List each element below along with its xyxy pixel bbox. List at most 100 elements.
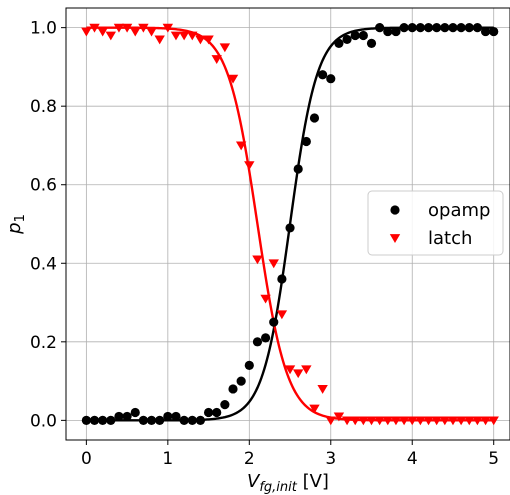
latch-legend-marker — [389, 234, 401, 243]
latch-point — [130, 27, 141, 37]
opamp-point — [309, 113, 320, 123]
opamp-point — [277, 274, 287, 284]
plot-frame — [65, 7, 510, 441]
latch-point — [121, 23, 133, 33]
ticks: 0 1 2 3 4 5 0.0 0.2 0.4 0.6 0.8 1.0 — [30, 19, 499, 469]
opamp-point — [440, 23, 450, 33]
latch-point — [162, 23, 174, 33]
opamp-point — [98, 415, 108, 425]
latch-point — [358, 416, 369, 426]
opamp-point — [252, 337, 263, 347]
opamp-point — [236, 376, 246, 386]
opamp-point — [269, 317, 279, 327]
opamp-point — [89, 415, 100, 425]
latch-point — [447, 416, 459, 426]
opamp-point — [293, 164, 303, 174]
legend-label: opamp — [428, 200, 490, 221]
opamp-point — [212, 407, 222, 418]
x-tick-label: 4 — [407, 449, 418, 469]
opamp-point — [489, 26, 499, 37]
opamp-point — [318, 70, 328, 80]
opamp-point — [106, 415, 116, 425]
latch-point — [374, 416, 385, 426]
x-tick-label: 3 — [325, 449, 336, 469]
opamp-point — [244, 360, 254, 370]
opamp-point — [114, 411, 124, 422]
latch-point — [488, 416, 499, 426]
legend-label: latch — [428, 228, 472, 249]
latch-point — [350, 416, 361, 426]
latch-point — [187, 31, 198, 41]
y-tick-label: 0.0 — [30, 411, 57, 431]
latch-point — [81, 27, 92, 37]
opamp-point — [358, 30, 368, 41]
latch-point — [472, 416, 483, 426]
opamp-point — [171, 411, 181, 422]
opamp-point — [342, 34, 352, 45]
y-tick-label: 0.2 — [30, 333, 57, 353]
latch-point — [203, 35, 214, 45]
latch-point — [317, 385, 328, 394]
latch-point — [268, 259, 279, 269]
opamp-point — [399, 23, 409, 33]
y-tick-label: 0.8 — [30, 97, 57, 117]
latch-point — [423, 416, 434, 426]
latch-point — [366, 416, 377, 426]
opamp-point — [179, 415, 189, 425]
opamp-point — [464, 23, 474, 33]
opamp-point — [480, 26, 491, 37]
latch-point — [235, 141, 247, 151]
opamp-point — [203, 407, 214, 418]
opamp-point — [391, 26, 401, 37]
y-tick-label: 0.4 — [30, 254, 57, 274]
latch-series — [81, 23, 499, 426]
latch-point — [146, 27, 157, 37]
opamp-point — [383, 26, 393, 37]
latch-point — [464, 416, 475, 426]
opamp-point — [138, 415, 148, 425]
latch-point — [105, 31, 117, 41]
y-axis-label: p1 — [4, 214, 28, 235]
latch-point — [170, 31, 182, 41]
legend-box — [367, 190, 504, 256]
opamp-point — [130, 407, 140, 418]
opamp-point — [228, 384, 238, 394]
y-tick-label: 0.6 — [30, 176, 57, 196]
x-tick-label: 2 — [244, 449, 255, 469]
latch-point — [333, 412, 345, 422]
latch-point — [341, 416, 353, 426]
x-tick-label: 0 — [81, 449, 92, 469]
opamp-point — [375, 23, 385, 33]
y-tick-label: 1.0 — [30, 19, 57, 39]
opamp-point — [81, 415, 91, 425]
opamp-point — [350, 30, 360, 41]
opamp-point — [187, 415, 197, 425]
opamp-point — [415, 23, 425, 33]
data-points — [81, 23, 499, 426]
opamp-point — [423, 23, 434, 33]
opamp-point — [326, 74, 336, 84]
latch-point — [431, 416, 442, 426]
latch-point — [382, 416, 393, 426]
latch-point — [195, 35, 206, 45]
latch-point — [154, 35, 165, 45]
opamp-legend-marker — [390, 205, 400, 215]
latch-point — [398, 416, 410, 426]
x-tick-label: 1 — [162, 449, 173, 469]
opamp-point — [155, 415, 165, 425]
latch-point — [244, 161, 255, 171]
opamp-point — [301, 136, 311, 147]
latch-point — [138, 23, 149, 33]
opamp-point — [432, 23, 442, 33]
latch-point — [480, 416, 491, 426]
x-axis-label: Vfg,init [V] — [247, 471, 329, 495]
opamp-point — [407, 23, 417, 33]
latch-point — [292, 369, 304, 379]
opamp-point — [195, 415, 206, 425]
latch-point — [178, 31, 190, 41]
latch-point — [415, 416, 426, 426]
opamp-point — [472, 23, 483, 33]
latch-point — [252, 255, 263, 265]
latch-point — [309, 404, 320, 414]
